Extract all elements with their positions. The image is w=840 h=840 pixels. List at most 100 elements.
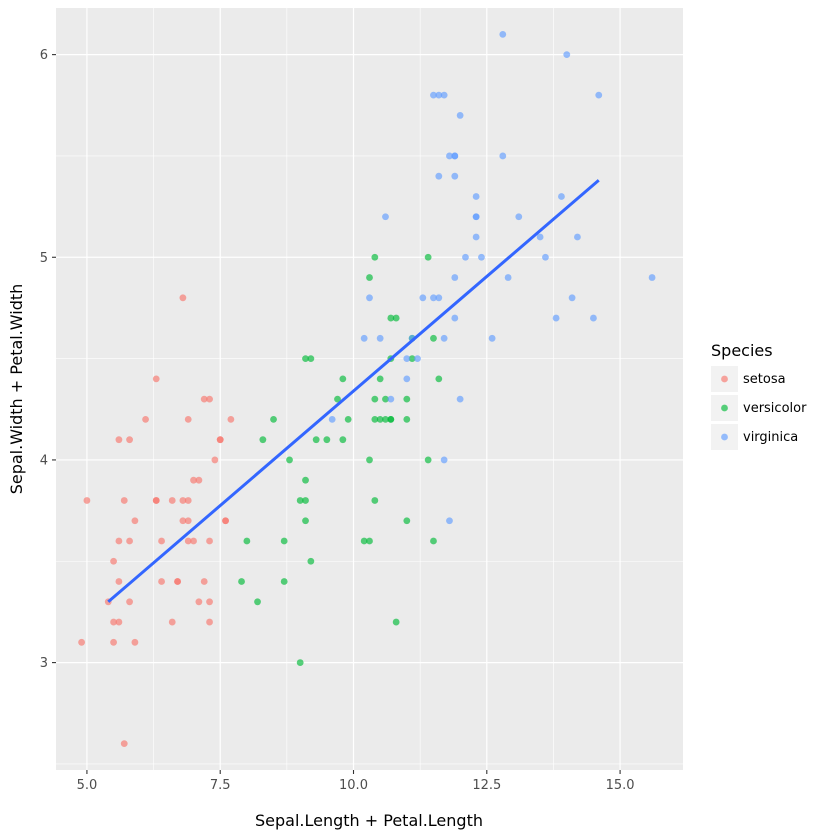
data-points <box>78 30 656 748</box>
point-virginica <box>414 355 421 363</box>
point-virginica <box>552 314 560 322</box>
point-virginica <box>462 253 469 261</box>
legend-label-virginica: virginica <box>743 430 798 445</box>
point-versicolor <box>366 456 373 464</box>
point-versicolor <box>371 253 379 261</box>
point-setosa <box>131 638 139 646</box>
point-versicolor <box>392 314 400 322</box>
point-versicolor <box>339 375 347 383</box>
point-setosa <box>190 537 197 545</box>
point-versicolor <box>376 375 384 383</box>
point-versicolor <box>286 456 293 464</box>
point-versicolor <box>296 659 304 666</box>
point-setosa <box>179 517 187 525</box>
legend-symbol-virginica <box>721 433 728 441</box>
point-setosa <box>142 415 149 423</box>
point-virginica <box>440 91 448 99</box>
point-setosa <box>184 415 192 423</box>
point-virginica <box>451 152 459 160</box>
minor-gridlines <box>56 8 683 770</box>
point-virginica <box>435 294 443 302</box>
point-setosa <box>206 618 213 626</box>
point-versicolor <box>323 436 331 444</box>
point-virginica <box>456 395 464 403</box>
y-axis-title: Sepal.Width + Petal.Width <box>7 284 26 495</box>
point-versicolor <box>424 253 432 261</box>
point-setosa <box>126 436 133 444</box>
point-virginica <box>440 456 448 464</box>
point-setosa <box>222 517 229 525</box>
point-setosa <box>184 497 192 504</box>
point-versicolor <box>408 355 416 363</box>
y-axis-ticks: 3 4 5 6 <box>40 48 56 671</box>
x-tick-label: 5.0 <box>77 778 98 793</box>
point-virginica <box>451 274 459 281</box>
point-setosa <box>195 598 203 606</box>
point-setosa <box>120 740 128 748</box>
x-tick-label: 7.5 <box>210 778 231 793</box>
x-axis-title: Sepal.Length + Petal.Length <box>255 811 483 830</box>
point-virginica <box>563 51 571 59</box>
point-setosa <box>78 638 85 646</box>
point-setosa <box>190 476 197 484</box>
point-virginica <box>558 193 565 200</box>
point-setosa <box>168 497 176 504</box>
point-setosa <box>110 618 117 626</box>
point-versicolor <box>435 375 443 383</box>
point-virginica <box>542 253 549 261</box>
point-versicolor <box>424 456 432 464</box>
point-versicolor <box>334 395 341 403</box>
point-setosa <box>131 517 139 525</box>
y-tick-label: 6 <box>40 48 48 63</box>
point-virginica <box>456 112 464 119</box>
point-versicolor <box>382 415 389 423</box>
point-versicolor <box>387 415 395 423</box>
point-virginica <box>504 274 512 281</box>
point-setosa <box>168 618 176 626</box>
point-virginica <box>451 172 459 180</box>
point-virginica <box>590 314 597 322</box>
point-versicolor <box>403 415 411 423</box>
point-versicolor <box>430 334 437 342</box>
point-virginica <box>403 375 411 383</box>
point-virginica <box>435 91 443 99</box>
point-virginica <box>472 233 480 241</box>
point-versicolor <box>302 497 309 504</box>
point-virginica <box>488 334 496 342</box>
point-setosa <box>110 638 117 646</box>
point-setosa <box>179 497 187 504</box>
plot-panel <box>56 8 683 770</box>
x-tick-label: 15.0 <box>606 778 635 793</box>
point-setosa <box>158 537 165 545</box>
point-setosa <box>195 476 203 484</box>
y-tick-label: 4 <box>40 453 48 468</box>
point-versicolor <box>254 598 261 606</box>
point-virginica <box>648 274 656 281</box>
legend: Species setosa versicolor virginica <box>711 341 807 450</box>
point-setosa <box>83 497 91 504</box>
point-versicolor <box>387 314 395 322</box>
point-versicolor <box>403 395 411 403</box>
point-setosa <box>184 537 192 545</box>
x-tick-label: 10.0 <box>339 778 368 793</box>
point-versicolor <box>430 537 437 545</box>
point-versicolor <box>360 537 368 545</box>
point-setosa <box>216 436 224 444</box>
point-versicolor <box>243 537 251 545</box>
point-setosa <box>115 578 123 585</box>
trend-line <box>107 179 600 603</box>
point-setosa <box>126 537 133 545</box>
point-versicolor <box>307 557 315 565</box>
point-setosa <box>152 375 160 383</box>
point-virginica <box>478 253 485 261</box>
point-virginica <box>403 355 411 363</box>
point-virginica <box>435 172 443 180</box>
y-tick-label: 5 <box>40 251 48 266</box>
legend-keys <box>711 366 738 450</box>
point-versicolor <box>302 355 309 363</box>
point-virginica <box>366 294 373 302</box>
point-setosa <box>115 537 123 545</box>
point-virginica <box>440 334 448 342</box>
point-virginica <box>446 152 453 160</box>
point-virginica <box>568 294 576 302</box>
